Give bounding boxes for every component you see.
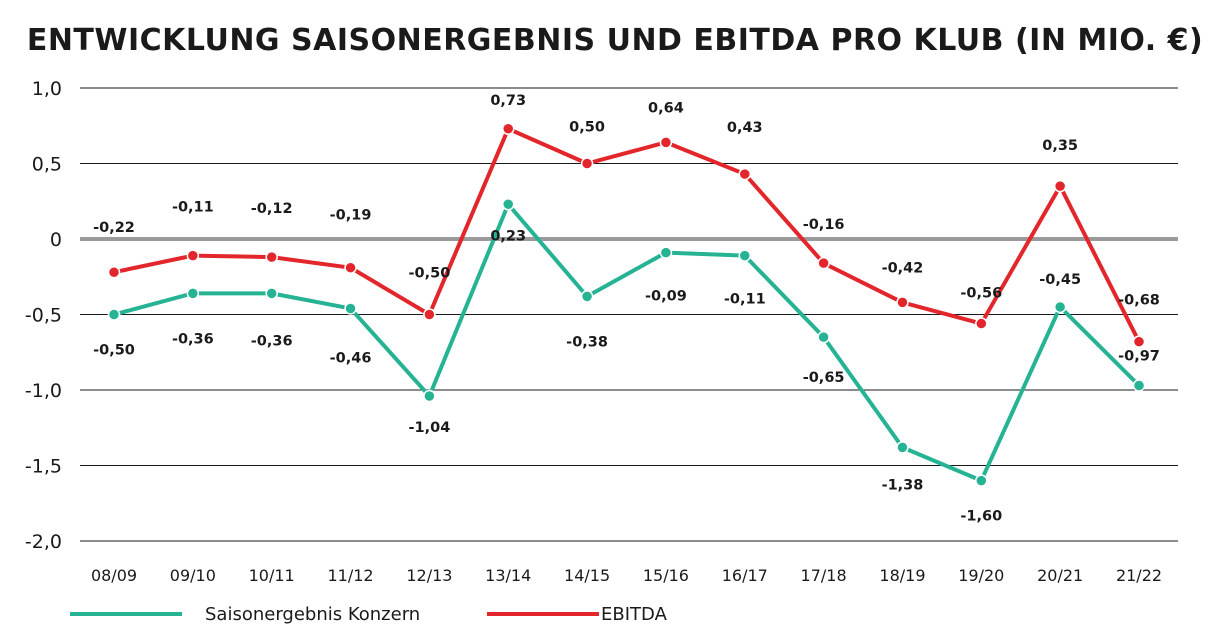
y-tick-label: 0 <box>50 229 62 251</box>
x-tick-label: 11/12 <box>327 566 373 585</box>
data-point <box>817 330 830 344</box>
data-label: -0,22 <box>93 220 135 236</box>
data-label: -0,97 <box>1118 348 1160 364</box>
y-tick-label: 0,5 <box>32 154 62 176</box>
x-tick-label: 19/20 <box>958 566 1004 585</box>
data-point <box>580 157 594 170</box>
data-label: 0,23 <box>490 228 526 244</box>
data-point <box>659 246 673 259</box>
data-label: -0,16 <box>803 217 845 233</box>
x-tick-label: 12/13 <box>406 566 452 585</box>
data-point <box>659 136 673 149</box>
data-label: -0,09 <box>645 289 687 305</box>
data-point <box>186 287 200 300</box>
data-label: -0,42 <box>882 260 924 276</box>
data-point <box>265 287 278 300</box>
data-point <box>107 308 121 321</box>
data-point <box>738 249 752 262</box>
data-point <box>896 296 909 309</box>
data-point <box>896 441 909 454</box>
data-point <box>1132 335 1146 348</box>
data-point <box>817 256 830 270</box>
data-label: -0,11 <box>724 292 766 308</box>
data-label: -1,04 <box>408 420 450 436</box>
data-label: -0,68 <box>1118 293 1160 309</box>
data-point <box>1053 179 1067 193</box>
x-tick-label: 21/22 <box>1116 566 1162 585</box>
data-point <box>186 249 200 262</box>
data-label: -0,50 <box>93 343 135 359</box>
y-tick-label: -2,0 <box>25 531 62 553</box>
series-line-saisonergebnis <box>112 202 1141 483</box>
data-label: 0,35 <box>1042 138 1078 154</box>
data-label: 0,73 <box>490 93 526 109</box>
x-tick-label: 09/10 <box>170 566 216 585</box>
data-label: -0,36 <box>251 333 293 349</box>
x-tick-label: 17/18 <box>801 566 847 585</box>
data-labels: -0,50 -0,36 -0,36 -0,46 -1,04 0,23 -0,38 -0,09 -… <box>93 93 1160 525</box>
legend-label: EBITDA <box>601 604 668 625</box>
data-label: -0,36 <box>172 331 214 347</box>
data-point <box>423 389 436 403</box>
x-axis-ticks: 08/09 09/10 10/11 11/12 12/13 13/14 14/15 15/16… <box>91 566 1162 585</box>
data-point <box>501 122 515 136</box>
data-point <box>975 317 988 330</box>
data-point <box>1053 300 1067 314</box>
data-point <box>738 167 752 181</box>
data-point <box>501 198 515 211</box>
data-label: -0,38 <box>566 334 608 350</box>
data-point <box>1132 379 1146 392</box>
data-label: 0,50 <box>569 120 605 136</box>
x-tick-label: 10/11 <box>249 566 295 585</box>
data-label: -0,12 <box>251 201 293 217</box>
y-tick-label: -1,0 <box>25 380 62 402</box>
x-tick-label: 15/16 <box>643 566 689 585</box>
x-tick-label: 16/17 <box>722 566 768 585</box>
data-label: 0,64 <box>648 100 684 116</box>
x-tick-label: 13/14 <box>485 566 531 585</box>
data-label: -0,56 <box>960 286 1002 302</box>
data-label: 0,43 <box>727 120 763 136</box>
x-tick-label: 14/15 <box>564 566 610 585</box>
data-label: -0,50 <box>408 266 450 282</box>
chart-title: ENTWICKLUNG SAISONERGEBNIS UND EBITDA PR… <box>27 23 1203 58</box>
series-line-ebitda <box>112 126 1141 344</box>
data-label: -0,19 <box>330 208 372 224</box>
x-tick-label: 08/09 <box>91 566 137 585</box>
series-lines <box>112 126 1141 483</box>
data-label: -0,46 <box>330 350 372 366</box>
data-point <box>580 290 594 303</box>
y-axis-ticks: 1,0 0,5 0 -0,5 -1,0 -1,5 -2,0 <box>25 78 62 553</box>
series-points <box>107 122 1146 487</box>
data-point <box>344 302 357 315</box>
gridlines <box>80 87 1178 542</box>
data-point <box>265 250 278 264</box>
data-label: -0,11 <box>172 200 214 216</box>
y-tick-label: -0,5 <box>25 305 62 327</box>
data-point <box>107 265 121 279</box>
x-tick-label: 18/19 <box>879 566 925 585</box>
data-label: -0,45 <box>1039 272 1081 288</box>
data-point <box>344 261 357 274</box>
data-point <box>423 308 436 321</box>
y-tick-label: 1,0 <box>32 78 62 100</box>
legend: Saisonergebnis Konzern EBITDA <box>70 604 668 625</box>
y-tick-label: -1,5 <box>25 456 62 478</box>
legend-label: Saisonergebnis Konzern <box>205 604 420 625</box>
data-label: -1,38 <box>882 477 924 493</box>
data-label: -0,65 <box>803 370 845 386</box>
data-point <box>975 474 988 487</box>
data-label: -1,60 <box>960 509 1002 525</box>
x-tick-label: 20/21 <box>1037 566 1083 585</box>
